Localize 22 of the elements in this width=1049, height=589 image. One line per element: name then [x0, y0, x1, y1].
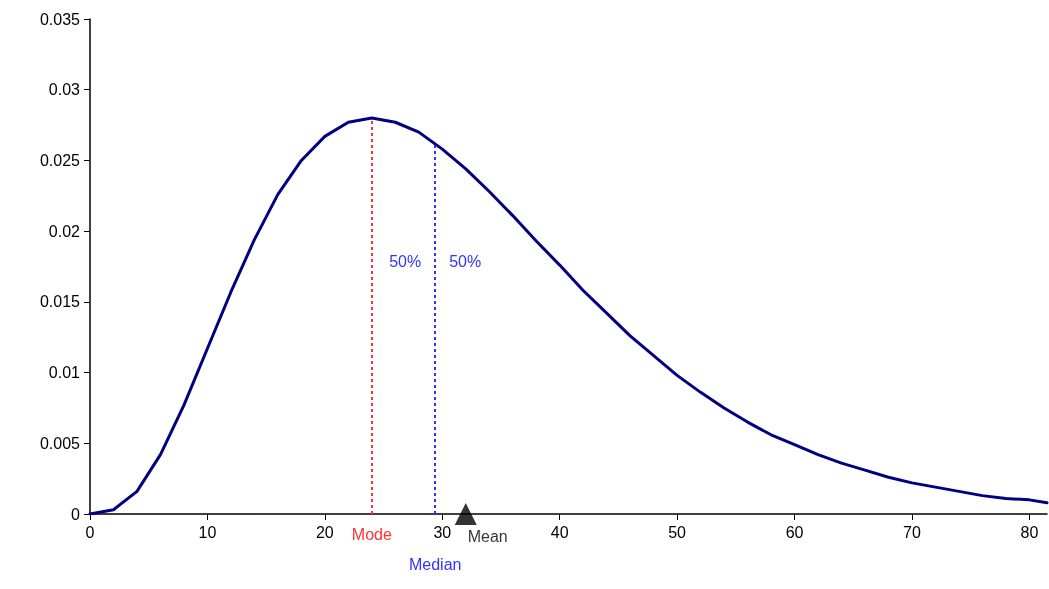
y-tick-label: 0 [71, 505, 81, 523]
series-label: Mean [467, 527, 508, 545]
y-tick-label: 0.02 [48, 222, 81, 240]
x-tick-label: 40 [550, 523, 569, 541]
annotation: 50% [449, 253, 482, 271]
x-tick-label: 80 [1020, 523, 1039, 541]
x-tick-label: 70 [903, 523, 921, 541]
y-tick-label: 0.035 [39, 10, 81, 28]
ref-line-label: Median [408, 555, 462, 573]
ref-line-label: Mode [351, 525, 392, 543]
x-tick-label: 30 [433, 523, 452, 541]
y-tick-label: 0.005 [39, 434, 81, 452]
x-tick-label: 60 [785, 523, 804, 541]
y-tick-label: 0.015 [39, 293, 81, 311]
annotation: 50% [389, 253, 422, 271]
x-tick-label: 20 [315, 523, 334, 541]
y-tick-label: 0.01 [48, 364, 81, 382]
x-tick-label: 0 [85, 523, 95, 541]
y-tick-label: 0.03 [48, 81, 81, 99]
x-tick-label: 10 [198, 523, 217, 541]
x-tick-label: 50 [668, 523, 687, 541]
y-tick-label: 0.025 [39, 151, 81, 169]
